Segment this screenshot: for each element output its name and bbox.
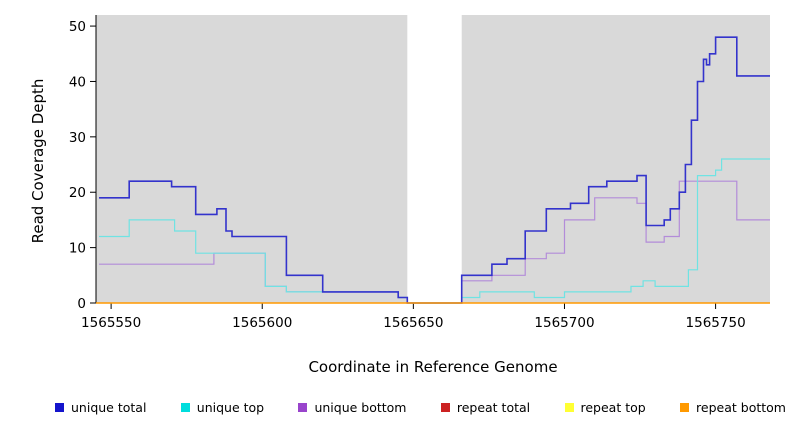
y-tick-label: 50 (69, 19, 86, 35)
legend: unique total unique top unique bottom repea… (55, 400, 786, 415)
legend-label: repeat bottom (696, 400, 786, 415)
series-line-unique-top (99, 158, 770, 304)
legend-swatch-icon (564, 403, 574, 412)
legend-swatch-icon (440, 403, 450, 412)
legend-item-unique-top: unique top (180, 400, 265, 415)
y-tick-label: 40 (69, 74, 86, 90)
legend-label: unique total (71, 400, 147, 415)
legend-item-repeat-top: repeat top (564, 400, 646, 415)
y-tick-label: 20 (69, 185, 86, 201)
legend-item-unique-total: unique total (55, 400, 146, 415)
y-tick-label: 10 (69, 241, 86, 257)
y-tick-label: 0 (77, 296, 86, 312)
legend-swatch-icon (680, 403, 690, 412)
legend-swatch-icon (298, 403, 308, 412)
legend-label: repeat top (580, 400, 646, 415)
legend-item-repeat-total: repeat total (440, 400, 531, 415)
legend-swatch-icon (55, 403, 64, 412)
x-tick-label: 1565550 (81, 315, 141, 331)
coverage-plot: 0 10 20 30 40 50 1565550 1565600 1565650 1565700 1… (69, 15, 770, 331)
gap-band (407, 15, 462, 303)
legend-item-unique-bottom: unique bottom (298, 400, 407, 415)
x-axis-label: Coordinate in Reference Genome (308, 358, 558, 376)
x-tick-label: 1565750 (686, 315, 746, 331)
legend-swatch-icon (180, 403, 190, 412)
x-tick-label: 1565650 (383, 315, 443, 331)
legend-label: unique top (196, 400, 265, 415)
legend-label: repeat total (456, 400, 531, 415)
y-tick-label: 30 (69, 130, 86, 146)
series-line-unique-total (99, 36, 770, 304)
y-axis-label: Read Coverage Depth (29, 78, 47, 244)
x-tick-label: 1565600 (232, 315, 292, 331)
x-tick-label: 1565700 (534, 315, 594, 331)
legend-label: unique bottom (314, 400, 407, 415)
legend-item-repeat-bottom: repeat bottom (680, 400, 786, 415)
